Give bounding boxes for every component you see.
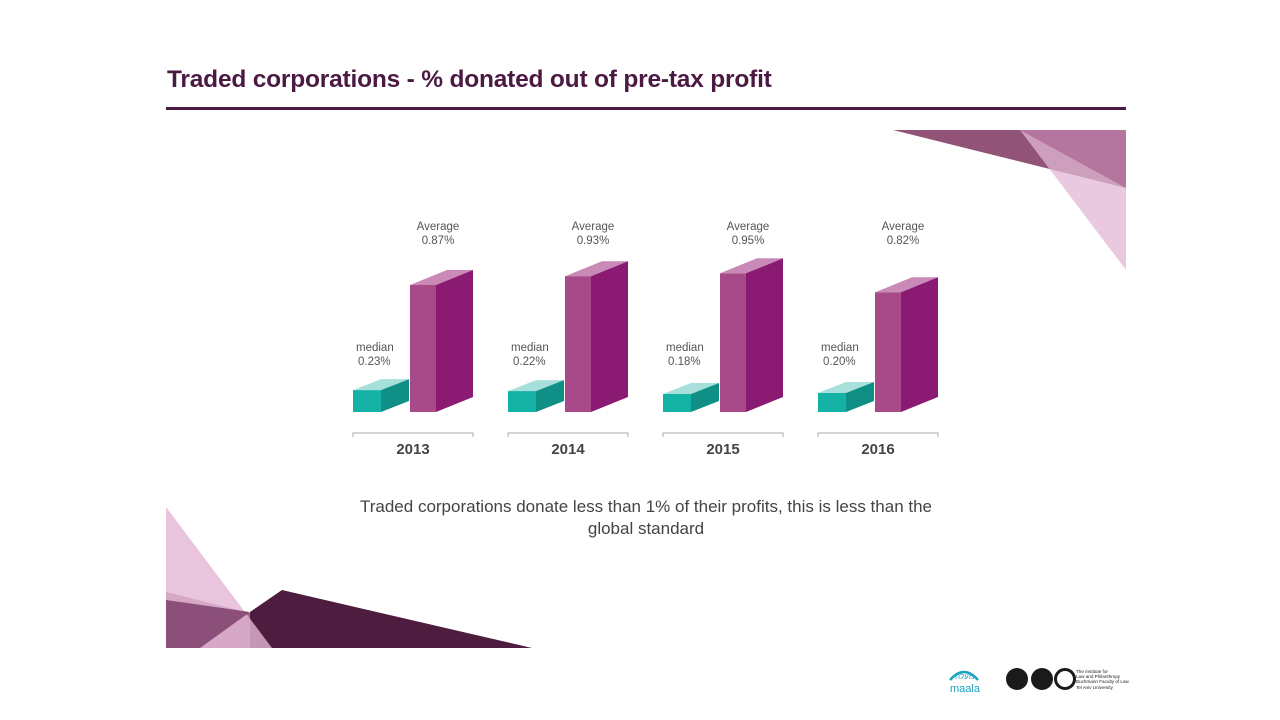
median-label: median — [821, 342, 859, 354]
average-label: Average — [417, 221, 460, 233]
institute-ring-icon — [1054, 668, 1076, 690]
average-value-label: 0.95% — [732, 235, 765, 247]
median-value-label: 0.18% — [668, 356, 701, 368]
average-value-label: 0.93% — [577, 235, 610, 247]
average-bar — [875, 292, 901, 412]
page-title: Traded corporations - % donated out of p… — [167, 66, 772, 93]
median-bar — [508, 391, 536, 412]
median-label: median — [356, 342, 394, 354]
average-bar-top — [875, 277, 938, 293]
average-bar-top — [410, 269, 473, 285]
chart-caption: Traded corporations donate less than 1% … — [359, 497, 932, 538]
average-bar-side — [746, 258, 783, 412]
median-bar-side — [381, 379, 409, 412]
median-label: median — [511, 342, 549, 354]
institute-line-2: Law and Philanthropy — [1076, 674, 1121, 680]
median-value-label: 0.23% — [358, 356, 391, 368]
median-bar-top — [663, 383, 719, 394]
average-bar-side — [436, 269, 473, 412]
median-label: median — [666, 342, 704, 354]
median-value-label: 0.20% — [823, 356, 856, 368]
average-bar — [410, 284, 436, 412]
average-label: Average — [572, 221, 615, 233]
svg-text:מעלה: מעלה — [955, 672, 974, 681]
median-value-label: 0.22% — [513, 356, 546, 368]
average-label: Average — [882, 221, 925, 233]
maala-logo-text: maala — [950, 683, 980, 695]
footer-logos: מעלה maala The Institute for Law and Phi… — [944, 664, 1130, 698]
average-value-label: 0.82% — [887, 235, 920, 247]
bottom-left-triangles — [166, 507, 532, 648]
category-label: 2016 — [861, 441, 894, 458]
median-bar-top — [353, 379, 409, 391]
median-bar-side — [846, 382, 874, 412]
category-bracket — [507, 432, 629, 437]
title-divider — [166, 107, 1126, 110]
category-label: 2015 — [706, 441, 739, 458]
median-bar-side — [691, 383, 719, 412]
average-bar-top — [720, 258, 783, 274]
median-bar — [818, 393, 846, 412]
average-bar — [565, 276, 591, 412]
institute-name: The Institute for Law and Philanthropy B… — [1076, 669, 1136, 690]
category-bracket — [817, 432, 939, 437]
faculty-seal-icon — [1031, 668, 1053, 690]
institute-line-1: The Institute for — [1076, 669, 1108, 674]
median-bar-top — [508, 380, 564, 392]
university-seal-icon — [1006, 668, 1028, 690]
average-bar-side — [901, 277, 938, 412]
average-bar-side — [591, 261, 628, 412]
category-bracket — [662, 432, 784, 437]
average-bar-top — [565, 261, 628, 277]
institute-line-4: Tel Aviv University — [1076, 684, 1113, 690]
category-bracket — [352, 432, 474, 437]
institute-line-3: Buchmann Faculty of Law — [1076, 679, 1129, 685]
median-bar-side — [536, 380, 564, 412]
median-bar — [663, 394, 691, 412]
category-label: 2014 — [551, 441, 585, 458]
top-right-triangles — [893, 130, 1126, 270]
average-bar — [720, 273, 746, 412]
median-bar — [353, 390, 381, 412]
median-bar-top — [818, 382, 874, 393]
maala-logo-icon: מעלה — [949, 670, 979, 681]
average-label: Average — [727, 221, 770, 233]
category-label: 2013 — [396, 441, 429, 458]
average-value-label: 0.87% — [422, 235, 455, 247]
